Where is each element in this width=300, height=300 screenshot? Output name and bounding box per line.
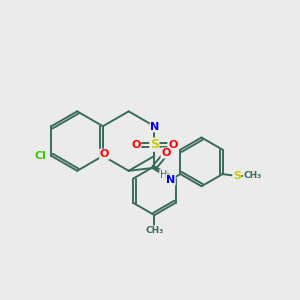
Text: CH₃: CH₃ xyxy=(145,226,164,235)
Text: O: O xyxy=(100,149,109,159)
Text: Cl: Cl xyxy=(34,151,46,161)
Text: S: S xyxy=(150,138,159,151)
Text: H: H xyxy=(160,170,167,180)
Text: O: O xyxy=(131,140,141,150)
Text: N: N xyxy=(166,175,175,185)
Text: CH₃: CH₃ xyxy=(244,171,262,180)
Text: O: O xyxy=(168,140,178,150)
Text: O: O xyxy=(161,148,170,158)
Text: S: S xyxy=(233,171,241,181)
Text: N: N xyxy=(150,122,160,132)
